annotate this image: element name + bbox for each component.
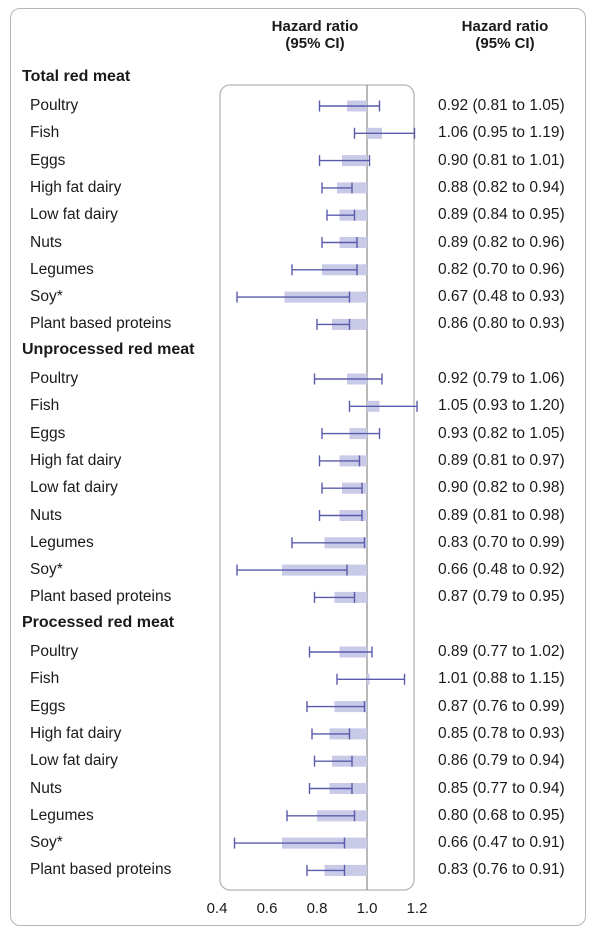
- row-ci-text: 1.05 (0.93 to 1.20): [438, 397, 565, 415]
- row-ci-text: 0.89 (0.77 to 1.02): [438, 643, 565, 660]
- row-ci-text: 0.66 (0.48 to 0.92): [438, 561, 565, 579]
- row-label: Low fat dairy: [30, 206, 118, 224]
- row-label: Poultry: [30, 643, 79, 660]
- row-label: Low fat dairy: [30, 752, 118, 770]
- row-label: Fish: [30, 670, 60, 688]
- row-ci-text: 0.86 (0.79 to 0.94): [438, 752, 565, 770]
- row-label: Plant based proteins: [30, 315, 172, 333]
- x-tick-label: 0.4: [207, 900, 228, 917]
- row-ci-text: 0.87 (0.76 to 0.99): [438, 697, 565, 715]
- row-label: Poultry: [30, 97, 79, 114]
- row-label: Soy*: [30, 561, 63, 579]
- row-label: Soy*: [30, 288, 63, 306]
- hr-bar: [324, 864, 367, 876]
- row-ci-text: 0.90 (0.82 to 0.98): [438, 479, 565, 497]
- row-label: Soy*: [30, 834, 63, 852]
- row-ci-text: 0.85 (0.77 to 0.94): [438, 779, 565, 797]
- group-title: Total red meat: [22, 68, 131, 85]
- row-label: High fat dairy: [30, 724, 122, 742]
- x-tick-label: 0.6: [257, 900, 278, 917]
- row-ci-text: 0.92 (0.79 to 1.06): [438, 370, 565, 387]
- text-header-line2: (95% CI): [475, 35, 535, 52]
- plot-header-line1: Hazard ratio: [271, 18, 359, 35]
- row-label: High fat dairy: [30, 178, 122, 196]
- row-label: Legumes: [30, 260, 94, 278]
- row-ci-text: 0.82 (0.70 to 0.96): [438, 260, 565, 278]
- row-label: Legumes: [30, 806, 94, 824]
- row-label: Fish: [30, 124, 60, 142]
- row-ci-text: 0.92 (0.81 to 1.05): [438, 97, 565, 114]
- group-title: Processed red meat: [22, 614, 175, 631]
- x-tick-label: 1.0: [357, 900, 378, 917]
- row-label: Nuts: [30, 779, 62, 797]
- row-ci-text: 0.67 (0.48 to 0.93): [438, 288, 565, 306]
- row-label: Plant based proteins: [30, 861, 172, 879]
- row-label: Legumes: [30, 533, 94, 551]
- row-ci-text: 0.85 (0.78 to 0.93): [438, 724, 565, 742]
- x-tick-label: 0.8: [307, 900, 328, 917]
- x-tick-label: 1.2: [407, 900, 428, 917]
- row-label: Fish: [30, 397, 60, 415]
- text-header-line1: Hazard ratio: [461, 18, 549, 35]
- plot-header-line2: (95% CI): [285, 35, 345, 52]
- row-label: Low fat dairy: [30, 479, 118, 497]
- row-ci-text: 0.83 (0.76 to 0.91): [438, 861, 565, 879]
- row-label: Eggs: [30, 151, 66, 169]
- row-ci-text: 0.89 (0.81 to 0.98): [438, 506, 565, 524]
- row-ci-text: 1.01 (0.88 to 1.15): [438, 670, 565, 688]
- row-ci-text: 0.88 (0.82 to 0.94): [438, 178, 565, 196]
- row-label: Plant based proteins: [30, 588, 172, 606]
- row-ci-text: 1.06 (0.95 to 1.19): [438, 124, 565, 142]
- plot-column-header: Hazard ratio (95% CI): [250, 18, 380, 52]
- row-label: Poultry: [30, 370, 79, 387]
- row-ci-text: 0.89 (0.81 to 0.97): [438, 451, 565, 469]
- row-ci-text: 0.86 (0.80 to 0.93): [438, 315, 565, 333]
- row-ci-text: 0.93 (0.82 to 1.05): [438, 424, 565, 442]
- row-label: Nuts: [30, 506, 62, 524]
- row-ci-text: 0.89 (0.84 to 0.95): [438, 206, 565, 224]
- row-label: High fat dairy: [30, 451, 122, 469]
- row-ci-text: 0.66 (0.47 to 0.91): [438, 834, 565, 852]
- row-ci-text: 0.87 (0.79 to 0.95): [438, 588, 565, 606]
- row-ci-text: 0.80 (0.68 to 0.95): [438, 806, 565, 824]
- row-ci-text: 0.89 (0.82 to 0.96): [438, 233, 565, 251]
- row-ci-text: 0.90 (0.81 to 1.01): [438, 151, 565, 169]
- text-column-header: Hazard ratio (95% CI): [440, 18, 570, 52]
- figure-frame: [10, 8, 586, 926]
- row-label: Eggs: [30, 697, 66, 715]
- row-ci-text: 0.83 (0.70 to 0.99): [438, 533, 565, 551]
- plot-panel: [219, 84, 415, 891]
- group-title: Unprocessed red meat: [22, 341, 195, 358]
- row-label: Eggs: [30, 424, 66, 442]
- row-label: Nuts: [30, 233, 62, 251]
